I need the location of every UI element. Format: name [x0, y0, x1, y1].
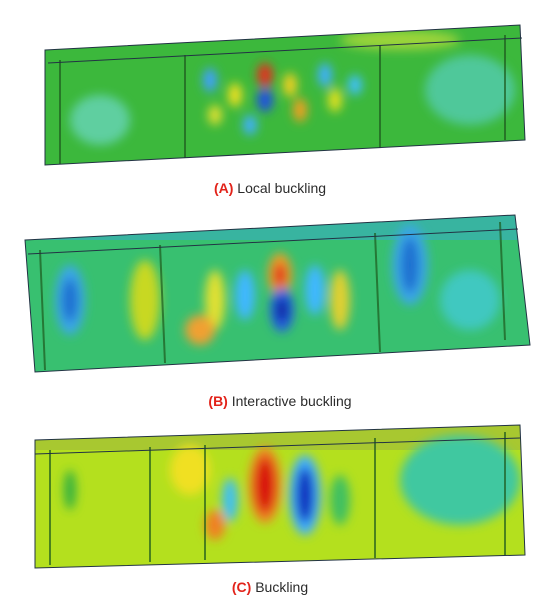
caption: (A) Local buckling: [214, 180, 326, 196]
model-local-buckling: [44, 24, 526, 166]
caption-label: (B): [208, 393, 227, 409]
caption-label: (A): [214, 180, 233, 196]
caption-text: Buckling: [255, 579, 308, 595]
caption: (B) Interactive buckling: [208, 393, 351, 409]
caption-label: (C): [232, 579, 251, 595]
caption-text: Interactive buckling: [232, 393, 352, 409]
caption: (C) Buckling: [232, 579, 308, 595]
model-buckling: [34, 424, 526, 569]
model-interactive-buckling: [24, 214, 531, 373]
caption-text: Local buckling: [237, 180, 326, 196]
